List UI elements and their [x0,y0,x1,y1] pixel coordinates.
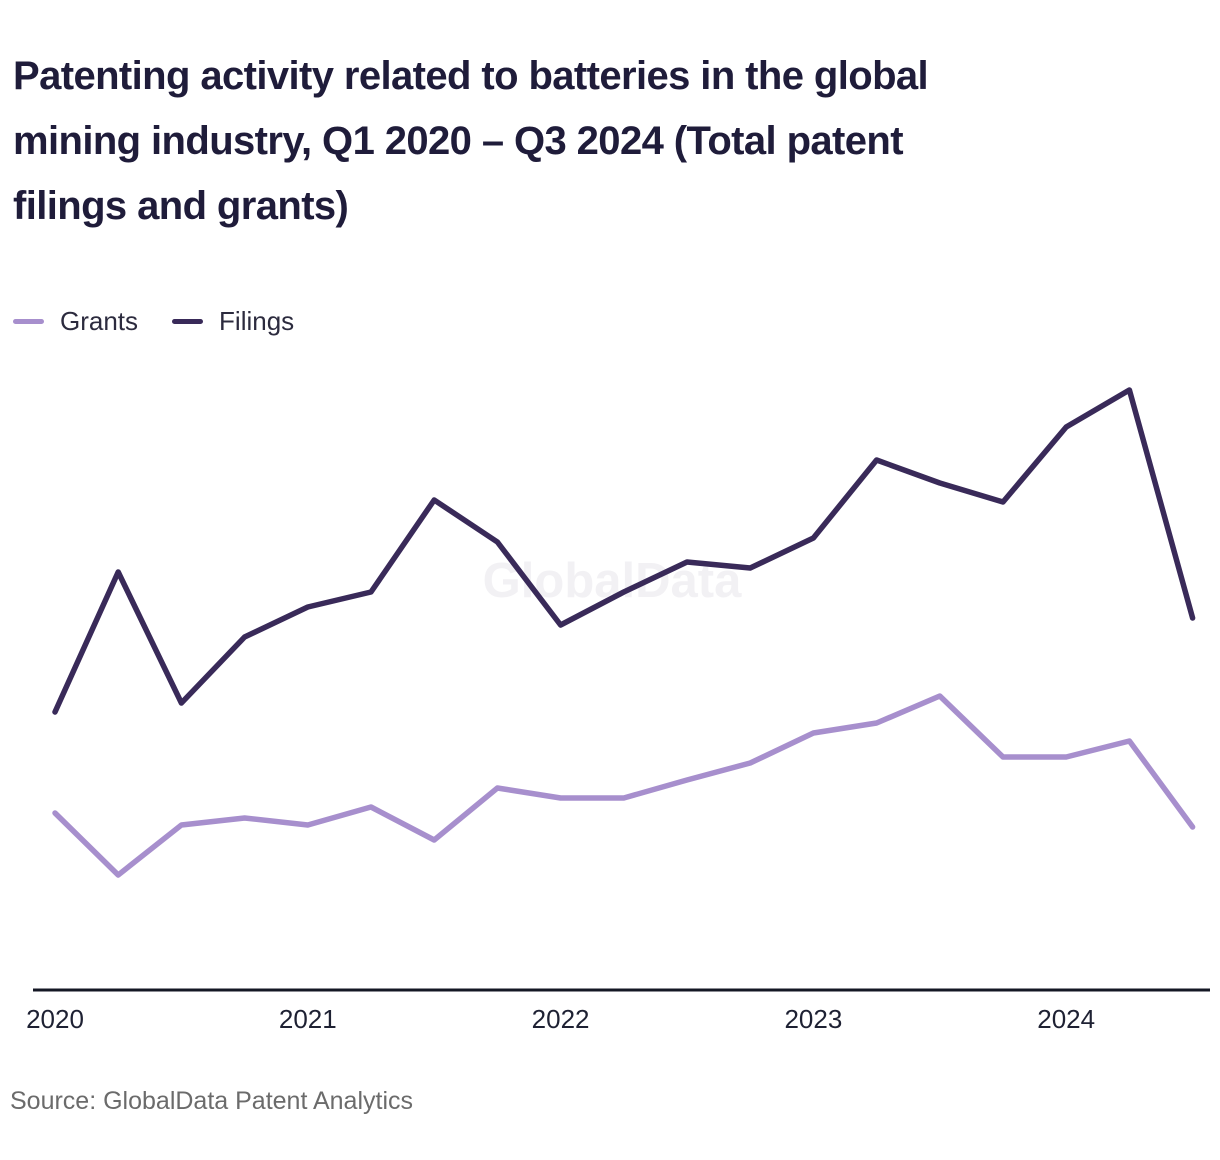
filings-line [52,387,1196,715]
filings-line-swatch [172,319,204,324]
x-tick-label-2023: 2023 [784,1004,843,1034]
chart-title-line-1: Patenting activity related to batteries … [13,54,929,98]
x-tick-label-2024: 2024 [1037,1004,1096,1034]
legend-item-grants: Grants [13,306,138,337]
x-tick-label-2022: 2022 [531,1004,590,1034]
legend-item-filings: Filings [172,306,294,337]
source-note: Source: GlobalData Patent Analytics [10,1087,414,1115]
legend-label-filings: Filings [219,306,295,336]
x-tick-label-2021: 2021 [278,1004,337,1034]
grants-line-swatch [13,319,44,324]
chart-title-line-3: filings and grants) [13,184,349,228]
grants-line [52,693,1196,878]
x-tick-label-2020: 2020 [26,1004,84,1034]
legend-label-grants: Grants [60,306,139,336]
legend: Grants Filings [13,306,294,337]
chart-title: Patenting activity related to batteries … [13,44,1203,239]
chart-title-line-2: mining industry, Q1 2020 – Q3 2024 (Tota… [13,119,904,163]
